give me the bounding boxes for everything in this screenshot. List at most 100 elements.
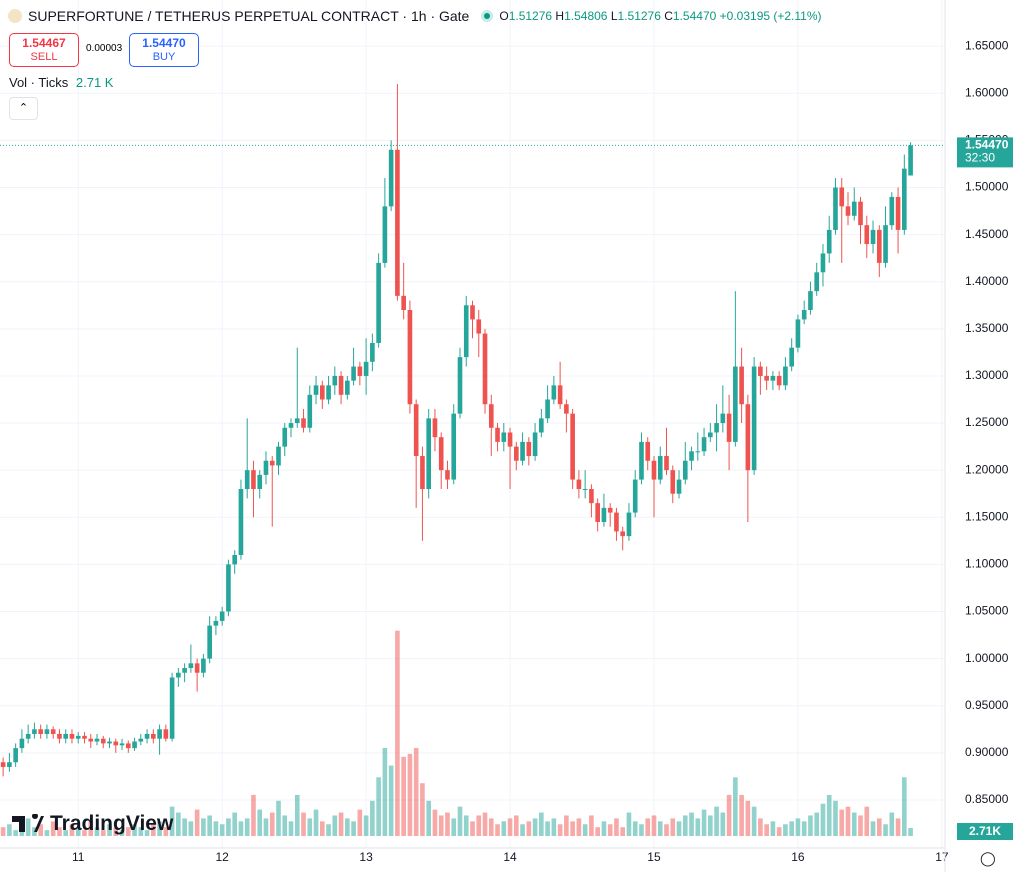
candle-body	[7, 762, 12, 767]
candle-body	[739, 366, 744, 405]
candle-body	[207, 625, 212, 659]
volume-bar	[564, 815, 569, 836]
candle-body	[407, 309, 413, 405]
volume-bar	[401, 756, 406, 836]
candle-body	[19, 738, 25, 749]
volume-bar	[263, 818, 269, 836]
candle-body	[545, 399, 550, 419]
y-tick-label: 1.35000	[965, 321, 1009, 335]
volume-bar	[288, 821, 294, 836]
candle-body	[495, 427, 500, 442]
volume-bar	[701, 809, 707, 836]
volume-bar	[326, 824, 331, 836]
volume-bar	[57, 827, 62, 836]
collapse-button[interactable]: ⌃	[9, 97, 38, 120]
candle-body	[194, 663, 200, 673]
volume-bar	[745, 800, 751, 836]
volume-bar	[7, 824, 12, 836]
settings-button[interactable]: ◯	[980, 850, 996, 866]
y-tick-label: 1.20000	[965, 462, 1009, 476]
volume-bar	[451, 818, 457, 836]
candle-body	[257, 474, 263, 490]
volume-bar	[739, 794, 744, 836]
volume-bar	[413, 748, 419, 836]
volume-bar	[751, 806, 757, 836]
y-tick-label: 1.50000	[965, 180, 1009, 194]
candle-body	[745, 404, 751, 471]
sell-button[interactable]: 1.54467 SELL	[9, 33, 79, 67]
volume-bar	[25, 818, 31, 836]
spread: 0.00003	[86, 43, 123, 54]
volume-bar	[420, 783, 425, 836]
volume-bar	[620, 827, 626, 836]
candle-body	[100, 738, 106, 744]
candle-body	[438, 437, 444, 471]
candle-body	[313, 385, 319, 395]
volume-bar	[0, 827, 6, 836]
candle-body	[620, 531, 626, 537]
candle-body	[232, 554, 238, 565]
candle-body	[157, 729, 162, 739]
volume-bar	[651, 815, 657, 836]
candle-body	[88, 738, 94, 742]
candle-body	[551, 385, 557, 400]
candle-body	[701, 437, 707, 452]
volume-bar	[607, 824, 613, 836]
volume-bar	[733, 777, 738, 836]
x-tick-label: 13	[359, 850, 373, 864]
candle-body	[589, 489, 594, 504]
volume-bar	[689, 812, 694, 836]
candle-body	[689, 451, 694, 461]
candle-body	[582, 489, 588, 491]
y-tick-label: 1.05000	[965, 604, 1009, 618]
volume-bar	[758, 818, 763, 836]
volume-bar	[770, 821, 776, 836]
candle-body	[776, 375, 782, 386]
volume-header: Vol · Ticks 2.71 K	[9, 75, 114, 90]
candle-body	[94, 738, 100, 742]
candle-body	[845, 206, 851, 216]
volume-bar	[207, 815, 212, 836]
volume-bar	[595, 827, 600, 836]
candle-body	[726, 413, 732, 442]
buy-button[interactable]: 1.54470 BUY	[129, 33, 199, 67]
volume-bar	[501, 821, 507, 836]
volume-bar	[94, 827, 100, 836]
candle-body	[319, 385, 325, 400]
candle-body	[614, 512, 619, 532]
candle-body	[163, 729, 169, 739]
y-tick-label: 1.60000	[965, 85, 1009, 99]
volume-bar	[294, 794, 300, 836]
volume-bar	[507, 818, 513, 836]
volume-bar	[370, 800, 375, 836]
candle-body	[169, 677, 175, 739]
volume-bar	[319, 821, 325, 836]
y-tick-label: 1.25000	[965, 415, 1009, 429]
volume-bar	[201, 818, 206, 836]
candle-body	[488, 404, 494, 428]
candle-body	[783, 366, 788, 386]
volume-bar	[576, 818, 582, 836]
candle-body	[25, 733, 31, 739]
candle-body	[883, 225, 888, 263]
volume-bar	[726, 794, 732, 836]
volume-bar	[301, 812, 306, 836]
volume-bar	[776, 827, 782, 836]
volume-bar	[432, 809, 438, 836]
volume-bar	[614, 818, 619, 836]
y-tick-label: 0.85000	[965, 792, 1009, 806]
candle-body	[119, 743, 125, 746]
price-tag-countdown: 32:30	[965, 151, 995, 165]
volume-bar	[795, 818, 801, 836]
volume-bar	[545, 821, 550, 836]
candle-body	[75, 735, 81, 739]
volume-bar	[338, 812, 344, 836]
candle-body	[682, 460, 688, 480]
candle-body	[282, 427, 288, 447]
candle-body	[539, 418, 544, 433]
candle-body	[833, 187, 838, 230]
candle-body	[808, 291, 813, 310]
candle-body	[338, 375, 344, 395]
candle-body	[420, 456, 425, 490]
